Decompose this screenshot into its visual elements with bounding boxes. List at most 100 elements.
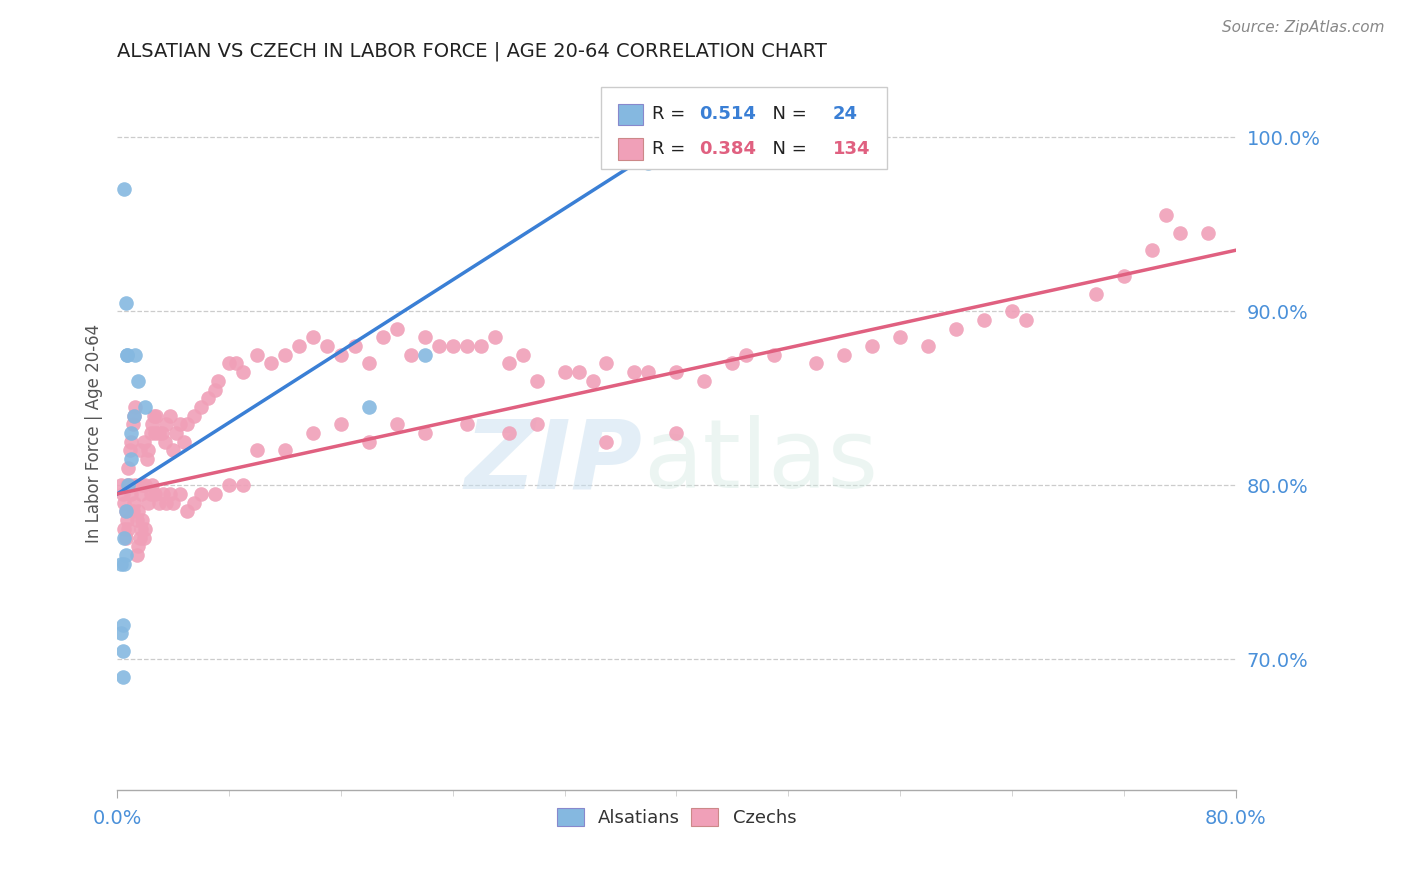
Point (246, 348, 269, 362)
Point (165, 425, 187, 440)
Point (124, 478, 146, 492)
Point (357, 434, 380, 449)
Point (1197, 226, 1219, 240)
Point (413, 425, 436, 440)
Point (124, 348, 146, 362)
Legend: Alsatians, Czechs: Alsatians, Czechs (550, 801, 803, 834)
Point (343, 339, 366, 353)
Point (917, 339, 939, 353)
Point (145, 409, 167, 423)
Point (218, 478, 240, 492)
Text: 24: 24 (832, 105, 858, 123)
Point (148, 425, 170, 440)
Point (176, 504, 198, 518)
Point (512, 348, 534, 362)
Point (153, 434, 176, 449)
Point (129, 487, 152, 501)
Point (114, 504, 136, 518)
Point (110, 557, 132, 571)
Point (329, 348, 352, 362)
Point (121, 504, 143, 518)
Point (498, 356, 520, 370)
Point (142, 409, 165, 423)
Point (637, 156, 659, 170)
Point (190, 400, 212, 414)
Point (1140, 244, 1163, 258)
Point (176, 417, 198, 432)
Point (117, 461, 139, 475)
Point (484, 330, 506, 344)
Point (121, 417, 143, 432)
Point (115, 348, 138, 362)
Point (114, 504, 136, 518)
Text: R =: R = (652, 105, 690, 123)
Point (120, 487, 142, 501)
Point (112, 557, 135, 571)
Point (456, 417, 478, 432)
Point (131, 513, 153, 527)
Point (207, 374, 229, 388)
Point (973, 313, 995, 327)
Point (470, 339, 492, 353)
Point (554, 365, 576, 379)
Point (246, 443, 269, 458)
Point (567, 365, 589, 379)
Point (127, 539, 149, 553)
Point (141, 417, 163, 432)
Point (118, 443, 141, 458)
Point (141, 478, 163, 492)
Point (131, 478, 153, 492)
Point (183, 496, 205, 510)
Point (427, 339, 450, 353)
Point (832, 348, 855, 362)
Point (117, 478, 139, 492)
Point (152, 487, 174, 501)
Point (120, 434, 142, 449)
Point (139, 487, 162, 501)
Point (665, 138, 688, 153)
Point (124, 400, 146, 414)
Point (128, 531, 150, 545)
Point (623, 365, 645, 379)
Point (357, 356, 380, 370)
Point (136, 443, 159, 458)
Point (232, 365, 254, 379)
Point (134, 400, 156, 414)
Point (371, 330, 394, 344)
Point (889, 330, 911, 344)
Point (139, 425, 162, 440)
Point (385, 321, 408, 335)
Point (860, 339, 883, 353)
Point (806, 356, 828, 370)
Point (132, 434, 155, 449)
Point (150, 425, 173, 440)
Point (260, 356, 283, 370)
Point (112, 531, 135, 545)
Point (155, 417, 177, 432)
Point (155, 496, 177, 510)
Point (148, 496, 170, 510)
Point (1001, 304, 1024, 318)
Point (173, 434, 195, 449)
Point (413, 348, 436, 362)
Point (1168, 226, 1191, 240)
Point (143, 425, 166, 440)
Point (595, 356, 617, 370)
Bar (619, 138, 643, 160)
Point (122, 409, 145, 423)
Point (218, 356, 240, 370)
Point (945, 321, 967, 335)
Point (498, 425, 520, 440)
Point (225, 356, 247, 370)
Text: R =: R = (652, 140, 690, 158)
Point (456, 339, 478, 353)
Point (721, 356, 744, 370)
Point (665, 365, 688, 379)
Point (595, 434, 617, 449)
Point (134, 522, 156, 536)
Point (1154, 209, 1177, 223)
Text: Source: ZipAtlas.com: Source: ZipAtlas.com (1222, 20, 1385, 35)
Point (274, 348, 297, 362)
Point (115, 348, 138, 362)
Point (159, 409, 181, 423)
